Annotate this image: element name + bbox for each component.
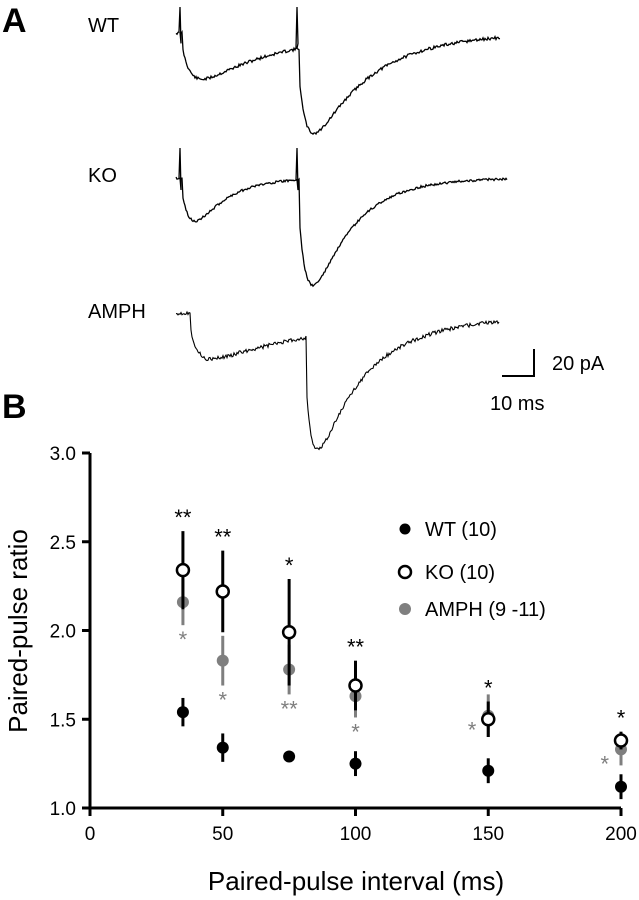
significance-stars-ko: **: [214, 525, 232, 550]
trace-wt: [175, 6, 501, 136]
series-layer: ** *** ***********: [174, 505, 629, 800]
x-ticks: 0 50 100 150 200: [85, 808, 637, 845]
x-tick-label: 200: [605, 824, 637, 845]
y-tick-label: 1.5: [50, 710, 76, 731]
legend: WT (10) KO (10) AMPH (9 -11): [397, 519, 546, 621]
significance-stars-amph: *: [600, 751, 609, 776]
legend-marker-wt: [399, 523, 411, 535]
legend-label-ko: KO (10): [425, 562, 495, 584]
point-ko: [175, 562, 191, 578]
series-ko: *********: [174, 505, 629, 750]
y-ticks: 1.0 1.5 2.0 2.5 3.0: [50, 444, 90, 820]
legend-marker-ko: [397, 564, 413, 580]
legend-label-amph: AMPH (9 -11): [425, 599, 546, 621]
series-wt: [176, 697, 627, 800]
y-axis-label: Paired-pulse ratio: [3, 529, 33, 733]
significance-stars-amph: **: [281, 696, 299, 721]
point-ko: [215, 584, 230, 599]
significance-stars-ko: **: [174, 505, 192, 530]
panel-a-letter: A: [2, 2, 27, 40]
scale-bar-time: 10 ms: [490, 393, 544, 415]
significance-stars-ko: *: [484, 676, 493, 701]
significance-stars-ko: *: [617, 706, 626, 731]
significance-stars-amph: *: [179, 627, 188, 652]
trace-label-wt: WT: [88, 15, 119, 37]
y-tick-label: 3.0: [50, 444, 76, 465]
significance-stars-amph: *: [218, 688, 227, 713]
significance-stars-amph: *: [468, 718, 477, 743]
point-ko: [613, 733, 629, 748]
point-ko: [348, 678, 363, 693]
point-amph: [216, 654, 229, 667]
significance-stars-ko: **: [347, 635, 365, 660]
trace-ko: [175, 147, 508, 288]
panel-b-letter: B: [2, 388, 27, 426]
scale-bar-lines: [502, 349, 535, 377]
point-wt: [482, 764, 495, 777]
x-tick-label: 150: [472, 824, 504, 845]
x-tick-label: 0: [85, 824, 96, 845]
x-tick-label: 50: [212, 824, 233, 845]
x-tick-label: 100: [340, 824, 372, 845]
scale-bar: 20 pA 10 ms: [490, 349, 605, 415]
legend-label-wt: WT (10): [425, 519, 497, 541]
trace-amph: [175, 310, 500, 451]
point-ko: [281, 625, 297, 640]
point-wt: [615, 780, 627, 793]
trace-label-ko: KO: [88, 165, 117, 187]
point-wt: [283, 750, 296, 763]
plot-b: 1.01.52.02.53.0 0 50 100 150 200 ** *** ******…: [50, 444, 637, 845]
scale-bar-current: 20 pA: [552, 353, 605, 375]
point-wt: [349, 757, 362, 770]
point-wt: [216, 741, 229, 754]
y-tick-label: 1.0: [50, 799, 76, 820]
point-wt: [176, 706, 189, 719]
significance-stars-ko: *: [285, 553, 294, 578]
trace-label-amph: AMPH: [88, 301, 146, 323]
x-axis-label: Paired-pulse interval (ms): [208, 866, 504, 896]
y-tick-label: 2.5: [50, 533, 76, 554]
legend-marker-amph: [399, 603, 411, 615]
significance-stars-amph: *: [351, 719, 360, 744]
point-ko: [481, 712, 496, 727]
y-tick-label: 2.0: [50, 622, 76, 643]
